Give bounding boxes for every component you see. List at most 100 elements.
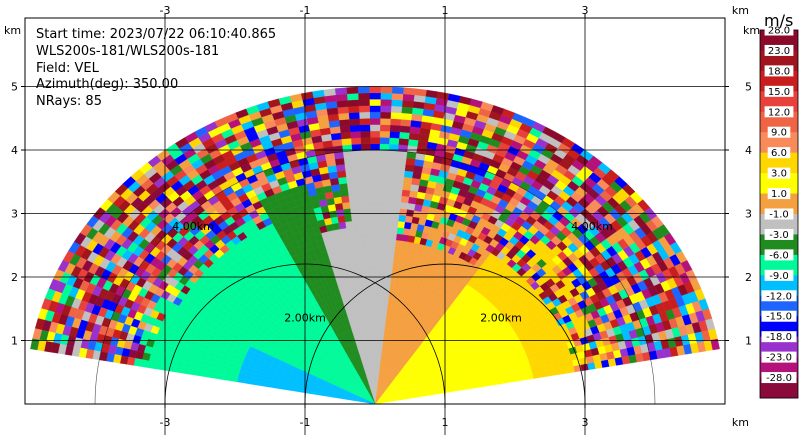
scan-cell <box>350 131 360 138</box>
x-tick-label-bottom: 3 <box>582 416 589 429</box>
scan-cell <box>352 221 359 228</box>
scan-cell <box>405 164 415 171</box>
scan-cell <box>370 302 374 309</box>
colorbar-label: -9.0 <box>769 271 789 282</box>
x-tick-label-top: 3 <box>582 4 589 17</box>
scan-cell <box>378 245 384 252</box>
scan-cell <box>397 157 407 164</box>
scan-cell <box>379 188 387 195</box>
scan-cell <box>398 145 408 152</box>
scan-cell <box>401 107 412 114</box>
scan-cell <box>359 106 370 113</box>
scan-cell <box>403 94 415 101</box>
y-unit-left: km <box>4 24 21 37</box>
scan-cell <box>356 188 364 195</box>
ring-label: 2.00km <box>480 311 522 324</box>
scan-cell <box>364 195 372 202</box>
scan-cell <box>363 175 371 182</box>
scan-cell <box>379 182 387 189</box>
scan-cell <box>371 201 378 207</box>
colorbar-label: -28.0 <box>766 373 792 384</box>
scan-cell <box>362 258 368 265</box>
scan-cell <box>402 190 411 197</box>
colorbar-label: -3.0 <box>769 230 789 241</box>
scan-cell <box>390 233 397 240</box>
scan-cell <box>380 106 391 113</box>
scan-cell <box>373 309 376 315</box>
scan-cell <box>341 132 351 139</box>
scan-cell <box>338 177 347 184</box>
scan-cell <box>340 190 349 197</box>
scan-cell <box>374 347 376 353</box>
scan-cell <box>377 309 381 315</box>
scan-cell <box>370 118 380 124</box>
scan-cell <box>370 99 381 105</box>
scan-cell <box>344 157 354 164</box>
scan-cell <box>391 221 398 228</box>
scan-cell <box>348 106 359 113</box>
scan-cell <box>390 119 401 126</box>
x-tick-label-bottom: -1 <box>300 416 311 429</box>
scan-cell <box>379 163 388 170</box>
scan-cell <box>362 265 367 272</box>
scan-cell <box>344 215 352 222</box>
scan-cell <box>345 164 354 171</box>
scan-cell <box>361 144 371 151</box>
scan-cell <box>196 370 204 376</box>
scan-cell <box>378 226 385 233</box>
scan-cell <box>357 207 365 214</box>
scan-cell <box>385 290 390 297</box>
scan-cell <box>370 106 381 112</box>
colorbar-label: 12.0 <box>768 107 790 118</box>
field-label: Field: VEL <box>36 61 100 76</box>
colorbar-label: 1.0 <box>771 189 787 200</box>
scan-cell <box>372 214 379 220</box>
scan-cell <box>380 99 391 106</box>
scan-cell <box>383 258 389 265</box>
scan-cell <box>366 239 372 246</box>
scan-cell <box>379 175 387 182</box>
scan-cell <box>348 189 356 196</box>
scan-cell <box>373 315 376 321</box>
scan-cell <box>407 203 415 210</box>
scan-cell <box>360 239 366 246</box>
colorbar-label: 3.0 <box>771 169 787 180</box>
scan-cell <box>409 133 420 140</box>
scan-cell <box>361 252 367 259</box>
scan-cell <box>376 360 378 366</box>
colorbar: 28.023.018.015.012.09.06.03.01.0-1.0-3.0… <box>760 25 798 399</box>
scan-cell <box>342 145 352 152</box>
scan-cell <box>355 182 363 189</box>
scan-cell <box>378 214 385 221</box>
scan-cell <box>371 156 380 162</box>
scan-cell <box>337 216 345 223</box>
scan-cell <box>362 169 371 176</box>
colorbar-label: -15.0 <box>766 312 792 323</box>
scan-cell <box>380 303 384 310</box>
scan-cell <box>365 290 369 297</box>
scan-cell <box>388 252 394 259</box>
scan-cell <box>345 170 354 177</box>
scan-cell <box>389 246 395 253</box>
scan-cell <box>414 89 426 97</box>
scan-cell <box>340 126 351 133</box>
scan-cell <box>392 87 404 94</box>
scan-cell <box>381 296 385 303</box>
scan-cell <box>379 201 386 208</box>
scan-cell <box>401 113 412 120</box>
scan-cell <box>365 220 372 227</box>
scan-cell <box>386 201 394 208</box>
scan-cell <box>370 315 373 322</box>
scan-cell <box>380 137 390 144</box>
scan-cell <box>387 265 393 272</box>
scan-cell <box>404 171 413 178</box>
scan-cell <box>377 271 382 278</box>
info-box: Start time: 2023/07/22 06:10:40.865 WLS2… <box>36 27 276 109</box>
scan-cell <box>378 239 384 246</box>
scan-cell <box>342 202 350 209</box>
scan-cell <box>361 150 370 157</box>
scan-cell <box>349 112 360 119</box>
scan-cell <box>391 227 398 234</box>
scan-cell <box>182 367 190 374</box>
scan-cell <box>359 112 370 119</box>
